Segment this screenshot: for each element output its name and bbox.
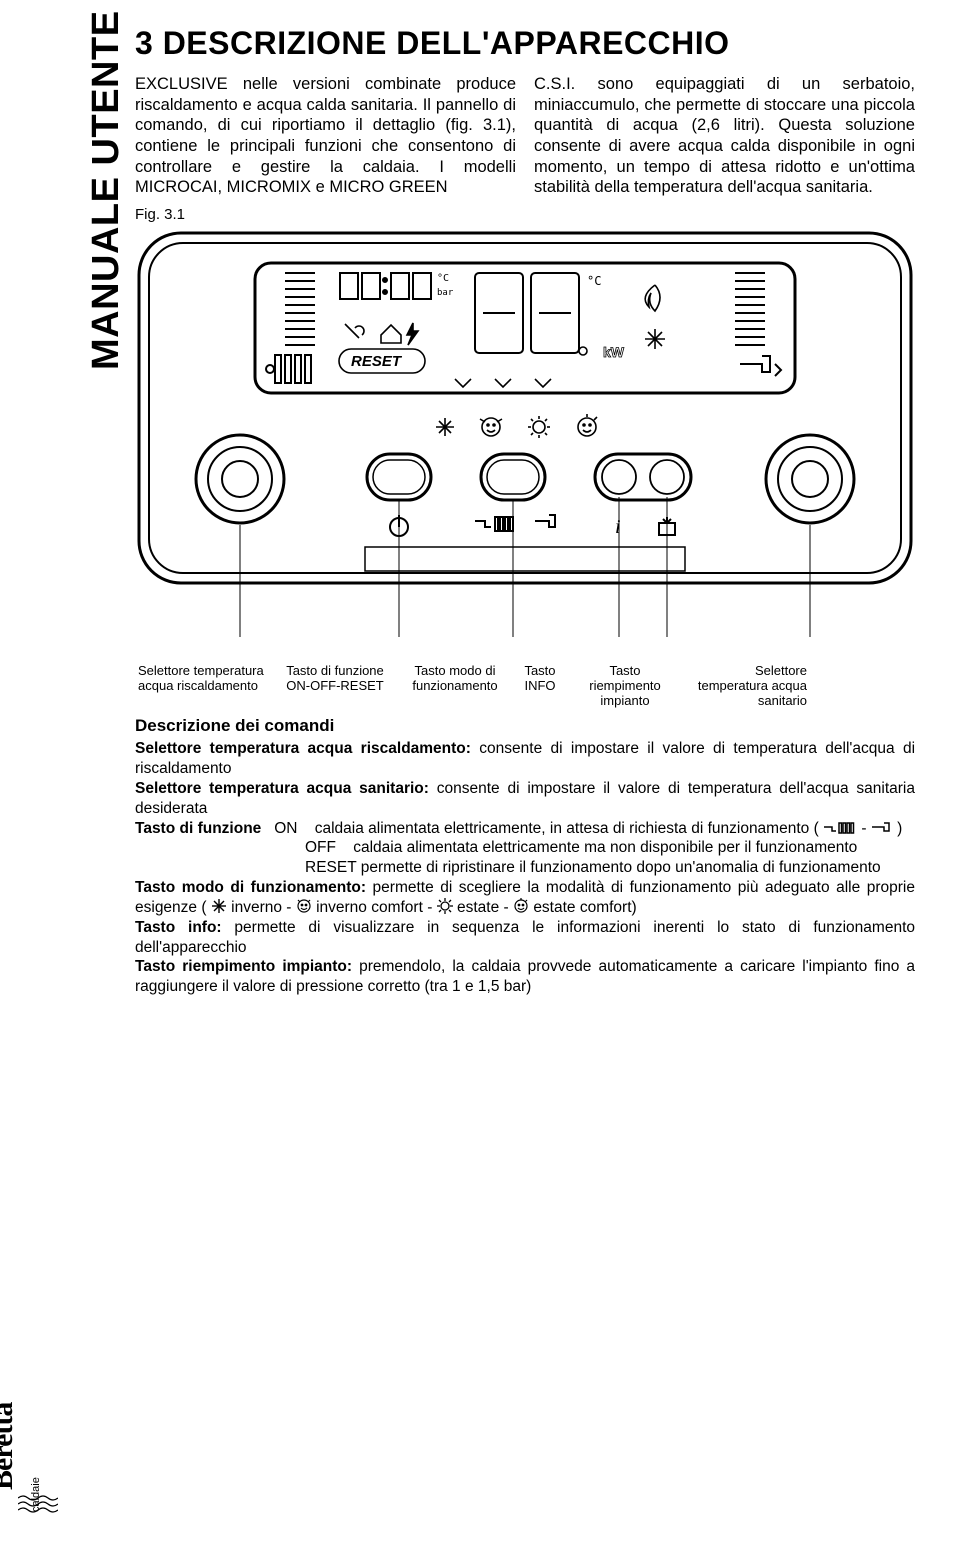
tap-radiator-icon bbox=[823, 821, 857, 835]
desc-p1: Selettore temperatura acqua riscaldament… bbox=[135, 739, 915, 779]
desc-p1-label: Selettore temperatura acqua riscaldament… bbox=[135, 740, 471, 757]
desc-p5-label: Tasto info: bbox=[135, 919, 222, 936]
desc-p5: Tasto info: permette di visualizzare in … bbox=[135, 918, 915, 958]
control-panel-illustration: °C bar °C RESET kW bbox=[135, 229, 915, 649]
label-mode: Tasto modo di funzionamento bbox=[400, 664, 510, 709]
svg-text:°C: °C bbox=[437, 273, 449, 284]
desc-p2-label: Selettore temperatura acqua sanitario: bbox=[135, 780, 429, 797]
desc-p6-label: Tasto riempimento impianto: bbox=[135, 958, 352, 975]
desc-p3-close: ) bbox=[897, 820, 902, 837]
desc-p3-on: ON bbox=[274, 820, 297, 837]
desc-p3: Tasto di funzione ON caldaia alimentata … bbox=[135, 819, 915, 839]
desc-p4: Tasto modo di funzionamento: permette di… bbox=[135, 878, 915, 918]
desc-p3-dash: - bbox=[861, 820, 870, 837]
section-heading: 3 DESCRIZIONE DELL'APPARECCHIO bbox=[135, 25, 915, 62]
desc-p3-off: OFF bbox=[305, 839, 336, 856]
svg-text:RESET: RESET bbox=[351, 353, 403, 370]
leader-labels-row: Selettore temperatura acqua riscaldament… bbox=[135, 664, 915, 709]
desc-p4-text5: estate comfort) bbox=[533, 899, 636, 916]
label-selector-dhw: Selettore temperatura acqua sanitario bbox=[680, 664, 810, 709]
desc-p4-label: Tasto modo di funzionamento: bbox=[135, 879, 366, 896]
desc-p3-off-text: caldaia alimentata elettricamente ma non… bbox=[353, 839, 857, 856]
svg-text:kW: kW bbox=[603, 344, 625, 360]
snowflake-icon bbox=[211, 898, 227, 914]
label-selector-heating: Selettore temperatura acqua riscaldament… bbox=[135, 664, 270, 709]
desc-p2: Selettore temperatura acqua sanitario: c… bbox=[135, 779, 915, 819]
intro-column-left: EXCLUSIVE nelle versioni combinate produ… bbox=[135, 74, 516, 198]
intro-column-right: C.S.I. sono equipaggiati di un serbatoio… bbox=[534, 74, 915, 198]
sun-icon bbox=[437, 898, 453, 914]
description-title: Descrizione dei comandi bbox=[135, 715, 915, 737]
desc-p6: Tasto riempimento impianto: premendolo, … bbox=[135, 957, 915, 997]
desc-p4-text3: inverno comfort - bbox=[316, 899, 437, 916]
svg-text:bar: bar bbox=[437, 288, 454, 298]
desc-p3-reset-row: RESET permette di ripristinare il funzio… bbox=[135, 858, 915, 878]
comfort-summer-icon bbox=[513, 898, 529, 914]
tap-icon bbox=[871, 821, 893, 835]
svg-text:i: i bbox=[615, 516, 621, 538]
manual-title-vertical: MANUALE UTENTE bbox=[85, 10, 128, 370]
label-fill: Tasto riempimento impianto bbox=[570, 664, 680, 709]
desc-p3-off-row: OFF caldaia alimentata elettricamente ma… bbox=[135, 838, 915, 858]
figure-label: Fig. 3.1 bbox=[135, 206, 915, 223]
comfort-winter-icon bbox=[296, 898, 312, 914]
page-content: 3 DESCRIZIONE DELL'APPARECCHIO EXCLUSIVE… bbox=[135, 25, 915, 997]
desc-p4-text2: inverno - bbox=[231, 899, 296, 916]
sidebar: MANUALE UTENTE Beretta caldaie bbox=[0, 0, 110, 1550]
desc-p3-on-text: caldaia alimentata elettricamente, in at… bbox=[315, 820, 819, 837]
brand-waves-icon bbox=[18, 1494, 58, 1518]
desc-p5-text: permette di visualizzare in sequenza le … bbox=[135, 919, 915, 956]
label-on-off-reset: Tasto di funzione ON-OFF-RESET bbox=[270, 664, 400, 709]
brand-logo: Beretta bbox=[0, 1403, 20, 1490]
svg-text:°C: °C bbox=[587, 274, 601, 288]
description-block: Selettore temperatura acqua riscaldament… bbox=[135, 664, 915, 997]
desc-p3-label: Tasto di funzione bbox=[135, 820, 261, 837]
label-info: Tasto INFO bbox=[510, 664, 570, 709]
desc-p4-text4: estate - bbox=[457, 899, 513, 916]
intro-columns: EXCLUSIVE nelle versioni combinate produ… bbox=[135, 74, 915, 198]
